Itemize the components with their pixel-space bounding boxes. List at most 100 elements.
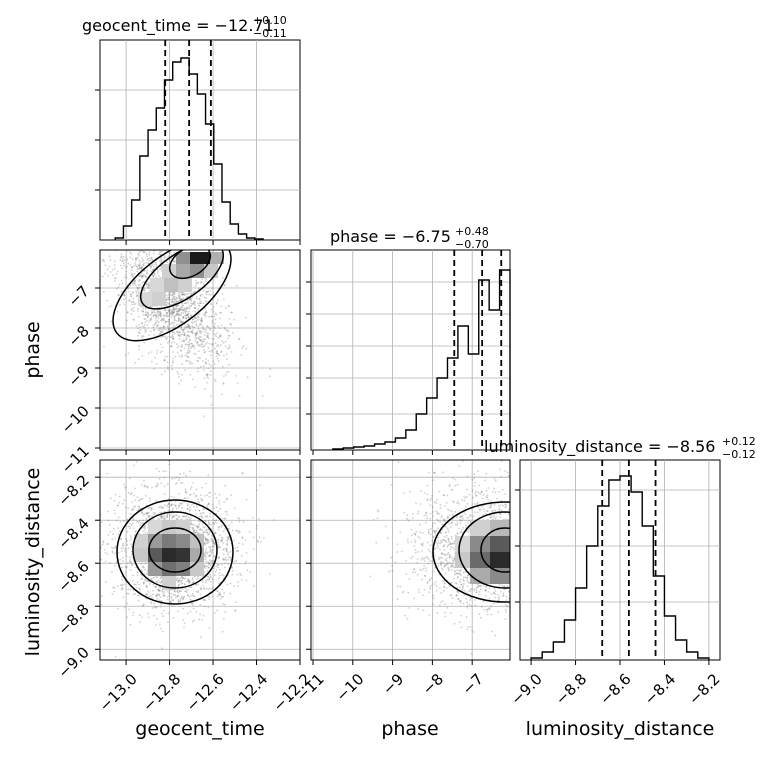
sample-point xyxy=(134,593,136,595)
sample-point xyxy=(222,366,224,368)
sample-point xyxy=(226,353,228,355)
sample-point xyxy=(189,599,191,601)
sample-point xyxy=(167,368,169,370)
density-cell xyxy=(190,252,210,264)
sample-point xyxy=(467,581,469,583)
sample-point xyxy=(222,518,224,520)
sample-point xyxy=(226,544,228,546)
sample-point xyxy=(103,346,105,348)
sample-point xyxy=(542,566,544,568)
sample-point xyxy=(541,529,543,531)
sample-point xyxy=(141,261,143,263)
sample-point xyxy=(470,626,472,628)
sample-point xyxy=(521,557,523,559)
sample-point xyxy=(273,519,275,521)
sample-point xyxy=(152,235,154,237)
sample-point xyxy=(427,542,429,544)
sample-point xyxy=(221,537,223,539)
sample-point xyxy=(197,584,199,586)
sample-point xyxy=(147,259,149,261)
sample-point xyxy=(548,499,550,501)
sample-point xyxy=(175,501,177,503)
sample-point xyxy=(136,295,138,297)
sample-point xyxy=(172,351,174,353)
sample-point xyxy=(146,216,148,218)
sample-point xyxy=(179,355,181,357)
sample-point xyxy=(116,288,118,290)
sample-point xyxy=(114,553,116,555)
sample-point xyxy=(207,342,209,344)
sample-point xyxy=(439,549,441,551)
sample-point xyxy=(160,241,162,243)
sample-point xyxy=(159,624,161,626)
sample-point xyxy=(206,376,208,378)
sample-point xyxy=(223,342,225,344)
sample-point xyxy=(557,547,559,549)
sample-point xyxy=(138,587,140,589)
sample-point xyxy=(131,266,133,268)
sample-point xyxy=(228,306,230,308)
sample-point xyxy=(144,331,146,333)
sample-point xyxy=(153,327,155,329)
sample-point xyxy=(210,395,212,397)
sample-point xyxy=(181,344,183,346)
sample-point xyxy=(218,354,220,356)
sample-point xyxy=(163,610,165,612)
sample-point xyxy=(173,312,175,314)
sample-point xyxy=(246,499,248,501)
sample-point xyxy=(117,224,119,226)
sample-point xyxy=(201,346,203,348)
sample-point xyxy=(178,507,180,509)
sample-point xyxy=(161,647,163,649)
sample-point xyxy=(205,297,207,299)
sample-point xyxy=(125,551,127,553)
sample-point xyxy=(145,311,147,313)
sample-point xyxy=(100,559,102,561)
sample-point xyxy=(159,478,161,480)
sample-point xyxy=(186,334,188,336)
sample-point xyxy=(546,508,548,510)
sample-point xyxy=(493,515,495,517)
sample-point xyxy=(523,576,525,578)
sample-point xyxy=(192,322,194,324)
sample-point xyxy=(176,343,178,345)
sample-point xyxy=(163,593,165,595)
sample-point xyxy=(132,274,134,276)
sample-point xyxy=(157,310,159,312)
sample-point xyxy=(180,232,182,234)
sample-point xyxy=(188,580,190,582)
sample-point xyxy=(192,595,194,597)
sample-point xyxy=(136,245,138,247)
sample-point xyxy=(207,534,209,536)
sample-point xyxy=(210,581,212,583)
sample-point xyxy=(163,360,165,362)
sample-point xyxy=(162,346,164,348)
sample-point xyxy=(200,366,202,368)
sample-point xyxy=(227,338,229,340)
sample-point xyxy=(421,550,423,552)
sample-point xyxy=(547,535,549,537)
sample-point xyxy=(488,487,490,489)
sample-point xyxy=(511,514,513,516)
sample-point xyxy=(178,345,180,347)
tick-label: −10 xyxy=(58,402,93,437)
sample-point xyxy=(474,482,476,484)
sample-point xyxy=(524,522,526,524)
sample-point xyxy=(225,307,227,309)
sample-point xyxy=(137,574,139,576)
sample-point xyxy=(191,486,193,488)
sample-point xyxy=(141,563,143,565)
sample-point xyxy=(221,525,223,527)
sample-point xyxy=(466,616,468,618)
sample-point xyxy=(241,536,243,538)
sample-point xyxy=(418,588,420,590)
sample-point xyxy=(208,520,210,522)
sample-point xyxy=(151,351,153,353)
sample-point xyxy=(420,490,422,492)
sample-point xyxy=(205,580,207,582)
sample-point xyxy=(500,504,502,506)
sample-point xyxy=(135,531,137,533)
sample-point xyxy=(465,577,467,579)
sample-point xyxy=(518,603,520,605)
